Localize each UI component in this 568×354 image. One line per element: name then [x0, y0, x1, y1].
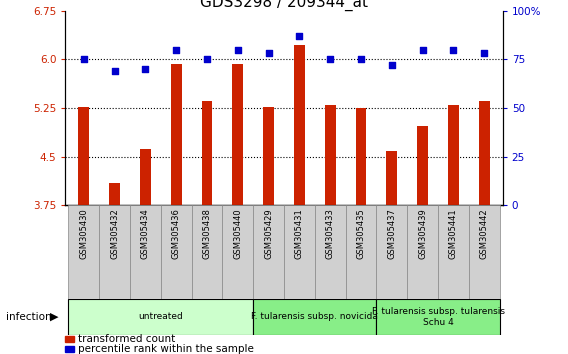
FancyBboxPatch shape: [315, 205, 345, 301]
Text: GSM305430: GSM305430: [80, 208, 88, 259]
Point: [295, 33, 304, 39]
FancyBboxPatch shape: [345, 205, 377, 301]
Text: GSM305435: GSM305435: [357, 208, 365, 259]
Text: infection: infection: [6, 312, 51, 322]
Text: GSM305438: GSM305438: [203, 208, 211, 259]
Text: GSM305434: GSM305434: [141, 208, 150, 259]
Text: GSM305440: GSM305440: [233, 208, 243, 259]
FancyBboxPatch shape: [438, 205, 469, 301]
Text: GSM305437: GSM305437: [387, 208, 396, 259]
Bar: [109, 183, 120, 205]
Bar: [263, 107, 274, 205]
Text: GSM305429: GSM305429: [264, 208, 273, 259]
Bar: [78, 107, 89, 205]
FancyBboxPatch shape: [68, 205, 99, 301]
Point: [387, 62, 396, 68]
Bar: [356, 108, 366, 205]
FancyBboxPatch shape: [284, 205, 315, 301]
FancyBboxPatch shape: [469, 205, 500, 301]
Point: [110, 68, 119, 74]
Bar: [325, 105, 336, 205]
Point: [449, 47, 458, 52]
Title: GDS3298 / 209344_at: GDS3298 / 209344_at: [200, 0, 368, 11]
Point: [80, 57, 89, 62]
Text: GSM305442: GSM305442: [480, 208, 488, 259]
Point: [264, 51, 273, 56]
Bar: [65, 346, 74, 352]
FancyBboxPatch shape: [377, 299, 500, 335]
Bar: [448, 105, 459, 205]
Text: untreated: untreated: [139, 312, 183, 321]
Bar: [294, 45, 305, 205]
Text: GSM305431: GSM305431: [295, 208, 304, 259]
Bar: [232, 64, 243, 205]
Bar: [386, 152, 397, 205]
Text: GSM305432: GSM305432: [110, 208, 119, 259]
Text: GSM305441: GSM305441: [449, 208, 458, 259]
Bar: [171, 64, 182, 205]
FancyBboxPatch shape: [99, 205, 130, 301]
Point: [141, 66, 150, 72]
Text: GSM305436: GSM305436: [172, 208, 181, 259]
Bar: [479, 102, 490, 205]
FancyBboxPatch shape: [191, 205, 223, 301]
FancyBboxPatch shape: [377, 205, 407, 301]
FancyBboxPatch shape: [223, 205, 253, 301]
Bar: [417, 126, 428, 205]
Text: GSM305439: GSM305439: [418, 208, 427, 259]
Text: percentile rank within the sample: percentile rank within the sample: [78, 344, 254, 354]
Bar: [202, 102, 212, 205]
Text: GSM305433: GSM305433: [325, 208, 335, 259]
Point: [202, 57, 211, 62]
Point: [418, 47, 427, 52]
Point: [233, 47, 243, 52]
FancyBboxPatch shape: [130, 205, 161, 301]
FancyBboxPatch shape: [68, 299, 253, 335]
Point: [325, 57, 335, 62]
Bar: [65, 336, 74, 342]
Text: ▶: ▶: [50, 312, 58, 322]
Point: [479, 51, 488, 56]
Point: [172, 47, 181, 52]
FancyBboxPatch shape: [161, 205, 191, 301]
Text: transformed count: transformed count: [78, 335, 176, 344]
Bar: [140, 149, 151, 205]
Text: F. tularensis subsp. tularensis
Schu 4: F. tularensis subsp. tularensis Schu 4: [371, 307, 504, 326]
Point: [357, 57, 366, 62]
FancyBboxPatch shape: [253, 205, 284, 301]
FancyBboxPatch shape: [407, 205, 438, 301]
FancyBboxPatch shape: [253, 299, 377, 335]
Text: F. tularensis subsp. novicida: F. tularensis subsp. novicida: [252, 312, 378, 321]
